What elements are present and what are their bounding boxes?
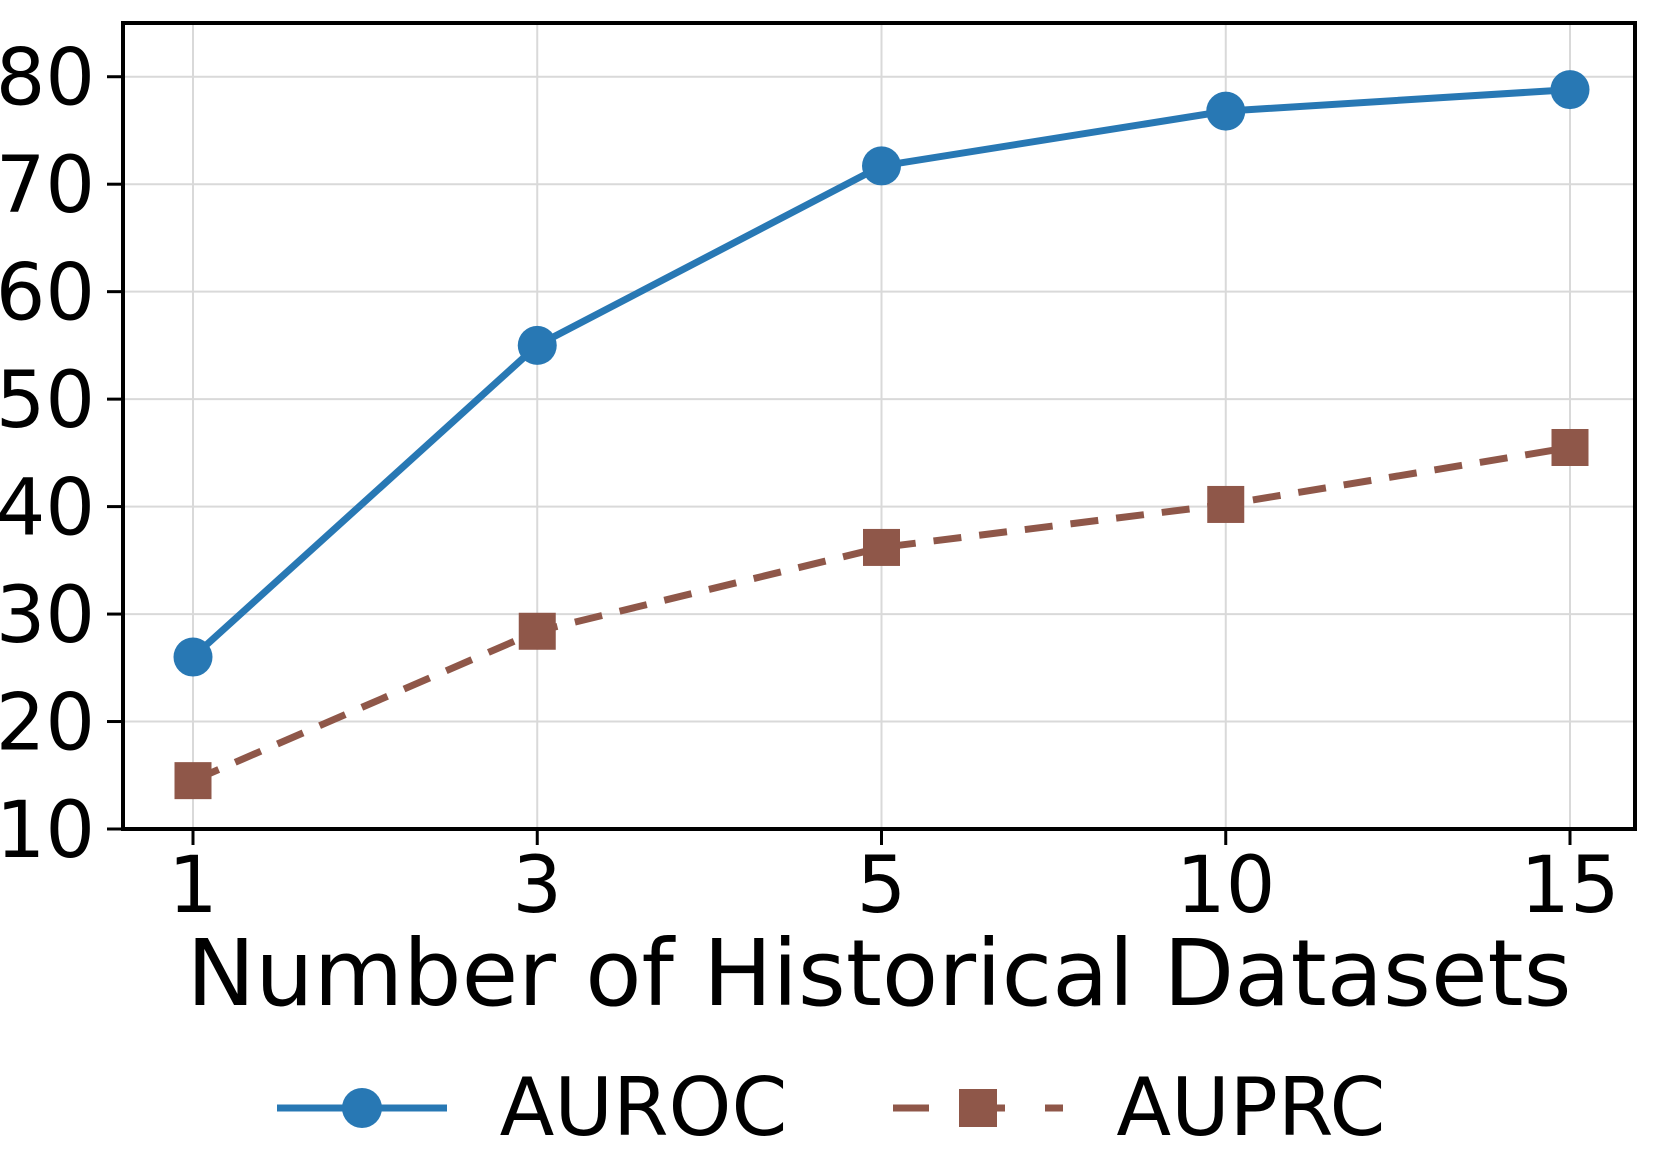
legend-label-auroc: AUROC (499, 1061, 788, 1154)
data-point-auprc (518, 612, 556, 650)
x-tick-label: 1 (168, 841, 218, 931)
y-tick-label: 40 (0, 464, 95, 554)
legend-item-auprc: AUPRC (892, 1068, 1385, 1148)
data-point-auroc (862, 146, 901, 186)
auprc-line-marker-icon (893, 1089, 1064, 1127)
y-tick-label: 50 (0, 356, 95, 446)
y-tick-label: 70 (0, 141, 95, 231)
y-tick-label: 30 (0, 571, 95, 661)
data-point-auprc (1551, 428, 1589, 466)
x-tick-label: 15 (1520, 841, 1619, 931)
data-point-auroc (517, 325, 557, 365)
y-tick-label: 20 (0, 679, 95, 769)
data-point-auroc (1206, 91, 1246, 131)
x-tick-label: 5 (857, 841, 907, 931)
y-tick-label: 80 (0, 34, 95, 124)
data-point-auroc (173, 637, 213, 677)
x-tick-label: 10 (1176, 841, 1275, 931)
x-axis-label: Number of Historical Datasets (186, 920, 1572, 1027)
auroc-line-marker-icon (276, 1088, 447, 1128)
series-line-auprc (191, 444, 1571, 784)
axes-frame (121, 21, 1637, 831)
legend: AUROC AUPRC (0, 1068, 1661, 1148)
y-tick-label: 10 (0, 786, 95, 876)
data-point-auprc (1207, 485, 1245, 523)
data-point-auprc (863, 528, 900, 566)
data-point-auprc (174, 762, 212, 800)
legend-label-auprc: AUPRC (1116, 1061, 1386, 1154)
y-tick-label: 60 (0, 249, 95, 339)
x-tick-label: 3 (512, 841, 562, 931)
legend-item-auroc: AUROC (276, 1061, 788, 1154)
data-point-auroc (1550, 70, 1590, 110)
